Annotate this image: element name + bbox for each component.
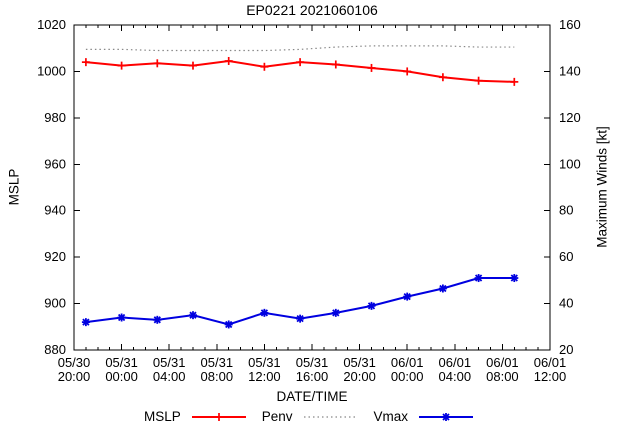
x-tick-time: 04:00 (153, 369, 186, 384)
y-right-tick-label: 20 (559, 342, 573, 357)
legend-sample-mslp (191, 412, 246, 421)
legend: MSLP Penv Vmax (0, 409, 619, 424)
chart-title: EP0221 2021060106 (246, 2, 378, 18)
x-tick-time: 12:00 (248, 369, 281, 384)
y-axis-ticks: 880 20 900 40 920 60 940 80 960 100 980 120 1000 140 1… (37, 17, 581, 357)
y-right-tick-label: 40 (559, 296, 573, 311)
y-right-tick-label: 100 (559, 156, 581, 171)
y-right-tick-label: 140 (559, 63, 581, 78)
legend-item-vmax: Vmax (374, 409, 476, 424)
x-tick-date: 06/01 (534, 355, 567, 370)
legend-item-penv: Penv (262, 409, 360, 424)
plot-border (73, 24, 551, 351)
x-tick-date: 05/31 (296, 355, 329, 370)
y-left-tick-label: 920 (44, 249, 66, 264)
series-penv (85, 45, 515, 52)
x-tick-date: 05/31 (343, 355, 376, 370)
y-left-tick-label: 900 (44, 296, 66, 311)
x-tick-date: 05/31 (248, 355, 281, 370)
y-right-tick-label: 80 (559, 203, 573, 218)
y-right-tick-label: 160 (559, 17, 581, 32)
legend-label: Penv (261, 409, 293, 424)
x-tick-date: 06/01 (486, 355, 519, 370)
x-tick-date: 06/01 (391, 355, 424, 370)
y-left-tick-label: 980 (44, 110, 66, 125)
x-tick-date: 05/31 (105, 355, 138, 370)
x-axis-title: DATE/TIME (276, 389, 348, 404)
x-tick-date: 06/01 (439, 355, 472, 370)
x-tick-date: 05/31 (201, 355, 234, 370)
legend-label: Vmax (373, 409, 409, 424)
x-tick-time: 08:00 (486, 369, 519, 384)
y-right-tick-label: 120 (559, 110, 581, 125)
x-tick-date: 05/31 (153, 355, 186, 370)
legend-label: MSLP (143, 409, 181, 424)
x-tick-time: 00:00 (391, 369, 424, 384)
legend-sample-vmax (419, 412, 474, 421)
x-tick-time: 20:00 (58, 369, 91, 384)
y-left-tick-label: 880 (44, 342, 66, 357)
y-left-tick-label: 1020 (37, 17, 66, 32)
x-tick-date: 05/30 (58, 355, 91, 370)
x-tick-time: 08:00 (201, 369, 234, 384)
series-mslp (81, 56, 519, 86)
y-left-tick-label: 940 (44, 203, 66, 218)
y-left-tick-label: 1000 (37, 63, 66, 78)
legend-sample-penv (303, 415, 358, 418)
x-tick-time: 12:00 (534, 369, 567, 384)
y-left-tick-label: 960 (44, 156, 66, 171)
x-tick-time: 16:00 (296, 369, 329, 384)
x-axis-ticks: 05/3020:0005/3100:0005/3104:0005/3108:00… (58, 25, 567, 384)
x-tick-time: 00:00 (105, 369, 138, 384)
series-line (85, 45, 515, 52)
y-right-tick-label: 60 (559, 249, 573, 264)
x-tick-time: 20:00 (343, 369, 376, 384)
series-vmax (81, 274, 519, 329)
legend-item-mslp: MSLP (144, 409, 248, 424)
x-tick-time: 04:00 (439, 369, 472, 384)
